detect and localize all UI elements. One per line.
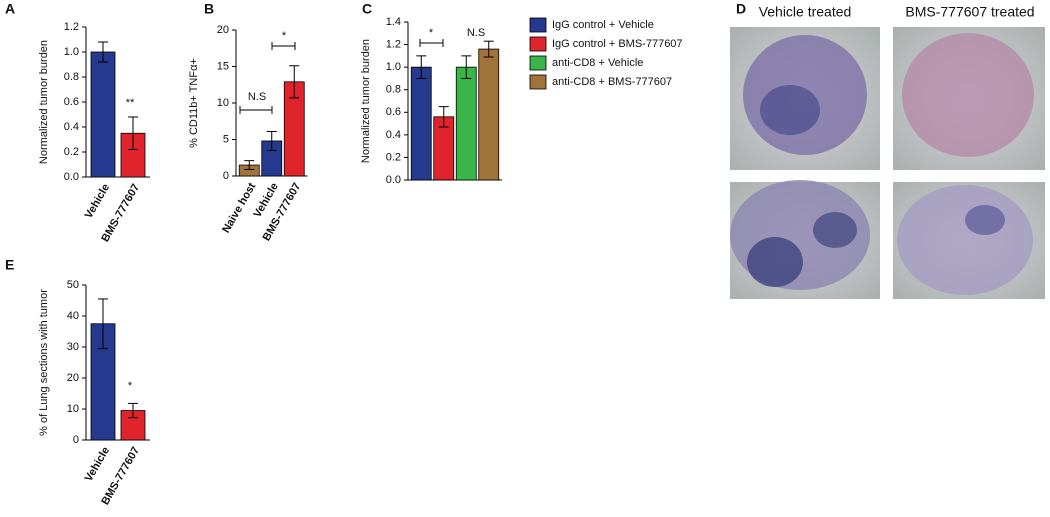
legend-label: IgG control + BMS-777607 xyxy=(552,38,683,50)
y-tick-label: 1.0 xyxy=(64,46,79,58)
error-bar xyxy=(128,116,138,150)
legend-label: anti-CD8 + Vehicle xyxy=(552,57,643,69)
bar xyxy=(478,48,500,181)
x-tick-label: Naive host xyxy=(220,181,258,235)
panel-letter: C xyxy=(362,1,372,17)
y-tick-label: 1.4 xyxy=(386,16,401,28)
y-tick-label: 50 xyxy=(67,279,79,291)
error-bar xyxy=(289,65,300,99)
error-bar xyxy=(98,41,108,63)
panel-letter: B xyxy=(204,1,214,17)
error-bar xyxy=(98,298,108,350)
y-tick-label: 0.2 xyxy=(386,151,401,163)
y-tick-label: 0.8 xyxy=(386,84,401,96)
bar xyxy=(410,66,432,181)
y-axis-label: % of Lung sections with tumor xyxy=(38,289,50,436)
y-tick-label: 0 xyxy=(223,170,229,182)
y-tick-label: 0.6 xyxy=(64,96,79,108)
y-tick-label: 0.6 xyxy=(386,106,401,118)
histology-images xyxy=(730,27,1045,299)
y-tick-label: 1.2 xyxy=(64,21,79,33)
annotation: * xyxy=(128,380,133,392)
bar xyxy=(455,66,477,181)
y-tick-label: 0.0 xyxy=(64,171,79,183)
panel-letter: E xyxy=(5,257,14,273)
error-bar xyxy=(483,40,494,58)
error-bar xyxy=(416,55,427,79)
y-tick-label: 1.2 xyxy=(386,38,401,50)
bar xyxy=(90,51,116,178)
panel-letter: A xyxy=(5,1,15,17)
legend-swatch xyxy=(529,55,547,71)
x-tick-label: Vehicle xyxy=(83,182,112,221)
y-tick-label: 0.2 xyxy=(64,146,79,158)
y-axis-label: % CD11b+ TNFα+ xyxy=(188,58,200,148)
y-tick-label: 20 xyxy=(217,24,229,36)
y-tick-label: 0.0 xyxy=(386,174,401,186)
y-tick-label: 0.4 xyxy=(386,129,401,141)
panel-letter: D xyxy=(736,1,746,17)
y-tick-label: 0 xyxy=(73,434,79,446)
y-tick-label: 0.4 xyxy=(64,121,79,133)
error-bar xyxy=(244,160,255,170)
y-tick-label: 10 xyxy=(67,403,79,415)
y-tick-label: 15 xyxy=(217,60,229,72)
y-tick-label: 1.0 xyxy=(386,61,401,73)
y-tick-label: 20 xyxy=(67,372,79,384)
annotation: N.S xyxy=(248,91,266,103)
error-bar xyxy=(438,106,449,128)
y-tick-label: 0.8 xyxy=(64,71,79,83)
y-tick-label: 10 xyxy=(217,97,229,109)
y-axis-label: Normalized tumor burden xyxy=(360,39,372,163)
annotation: N.S xyxy=(467,27,485,39)
y-tick-label: 30 xyxy=(67,341,79,353)
y-tick-label: 40 xyxy=(67,310,79,322)
annotation: * xyxy=(429,27,434,39)
error-bar xyxy=(128,402,138,419)
y-axis-label: Normalized tumor burden xyxy=(38,40,50,164)
image-title: BMS-777607 treated xyxy=(905,4,1034,20)
x-tick-label: Vehicle xyxy=(83,445,112,484)
image-title: Vehicle treated xyxy=(759,4,852,20)
legend-label: IgG control + Vehicle xyxy=(552,19,654,31)
y-tick-label: 5 xyxy=(223,133,229,145)
legend-label: anti-CD8 + BMS-777607 xyxy=(552,76,672,88)
legend-swatch xyxy=(529,36,547,52)
error-bar xyxy=(461,55,472,79)
error-bar xyxy=(266,130,277,151)
legend-swatch xyxy=(529,17,547,33)
annotation: ** xyxy=(126,97,135,109)
legend-swatch xyxy=(529,74,547,90)
annotation: * xyxy=(282,30,287,42)
